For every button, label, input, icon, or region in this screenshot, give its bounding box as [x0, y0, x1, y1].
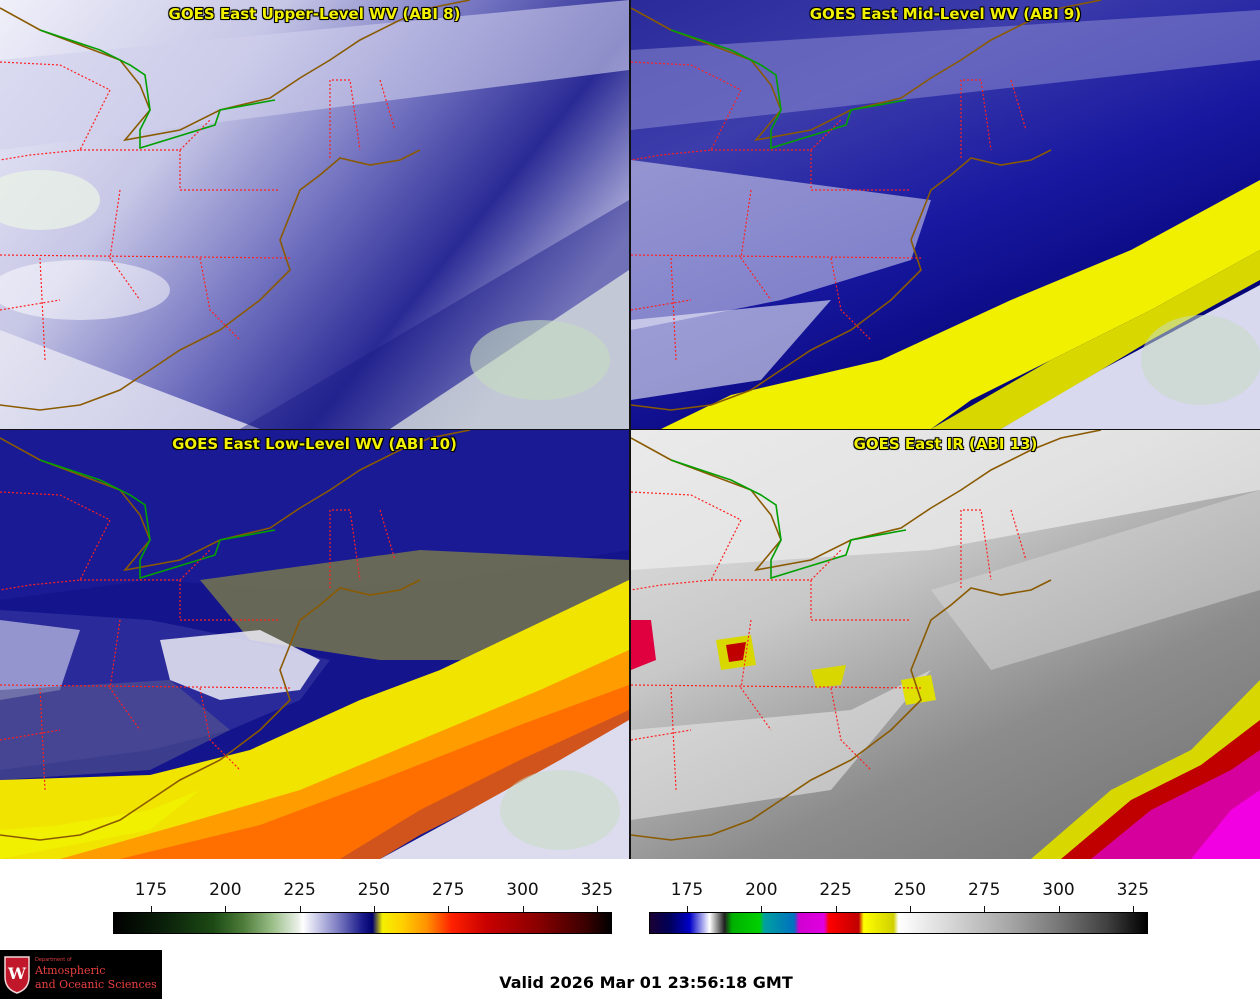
- colorbar-tick-mark: [1132, 906, 1134, 912]
- colorbar-tick-label: 175: [134, 880, 168, 900]
- colorbar-tick-mark: [1058, 906, 1060, 912]
- colorbar-tick-mark: [299, 906, 301, 912]
- logo-line-1: Atmospheric: [35, 964, 106, 977]
- panel-title: GOES East Mid-Level WV (ABI 9): [809, 5, 1082, 23]
- mid-level-wv-panel: GOES East Mid-Level WV (ABI 9): [631, 0, 1260, 429]
- colorbar-tick-mark: [225, 906, 227, 912]
- ir-panel: GOES East IR (ABI 13): [631, 430, 1260, 859]
- low-level-wv-map: [0, 430, 629, 859]
- colorbar-tick-label: 175: [670, 880, 704, 900]
- valid-time: Valid 2026 Mar 01 23:56:18 GMT: [499, 973, 793, 992]
- colorbar-tick-mark: [596, 906, 598, 912]
- mid-level-wv-map: [631, 0, 1260, 429]
- colorbar-tick-mark: [522, 906, 524, 912]
- colorbar-tick-label: 250: [357, 880, 391, 900]
- low-level-wv-panel: GOES East Low-Level WV (ABI 10): [0, 430, 629, 859]
- aos-logo: W Department of Atmospheric and Oceanic …: [0, 950, 162, 999]
- colorbar-tick-mark: [373, 906, 375, 912]
- colorbar-tick-label: 325: [580, 880, 614, 900]
- colorbar-tick-label: 275: [431, 880, 465, 900]
- wv-colorbar-gradient: [113, 912, 612, 934]
- panel-title: GOES East Upper-Level WV (ABI 8): [168, 5, 461, 23]
- panel-divider-horizontal: [0, 429, 1260, 430]
- colorbar-tick-mark: [687, 906, 688, 912]
- crest-letter: W: [7, 964, 27, 983]
- colorbar-tick-mark: [448, 906, 450, 912]
- colorbar-tick-label: 200: [745, 880, 778, 900]
- upper-level-wv-panel: GOES East Upper-Level WV (ABI 8): [0, 0, 629, 429]
- colorbar-tick-label: 250: [893, 880, 927, 900]
- colorbar-tick-label: 225: [819, 880, 852, 900]
- colorbar-tick-mark: [835, 906, 837, 912]
- colorbar-tick-mark: [984, 906, 986, 912]
- upper-level-wv-map: [0, 0, 629, 429]
- colorbar-tick-mark: [761, 906, 763, 912]
- colorbar-tick-mark: [151, 906, 152, 912]
- colorbar-tick-label: 300: [506, 880, 539, 900]
- logo-line-2: and Oceanic Sciences: [35, 978, 157, 991]
- colorbar-tick-label: 300: [1042, 880, 1075, 900]
- colorbar-tick-label: 200: [209, 880, 242, 900]
- ir-map: [631, 430, 1260, 859]
- ir-colorbar-gradient: [649, 912, 1148, 934]
- colorbar-tick-label: 325: [1116, 880, 1150, 900]
- panel-title: GOES East IR (ABI 13): [853, 435, 1038, 453]
- panel-title: GOES East Low-Level WV (ABI 10): [172, 435, 457, 453]
- colorbar-tick-mark: [909, 906, 911, 912]
- colorbar-tick-label: 275: [967, 880, 1001, 900]
- colorbar-tick-label: 225: [283, 880, 316, 900]
- logo-department-text: Department of: [35, 957, 72, 963]
- uw-crest-icon: W: [4, 956, 30, 994]
